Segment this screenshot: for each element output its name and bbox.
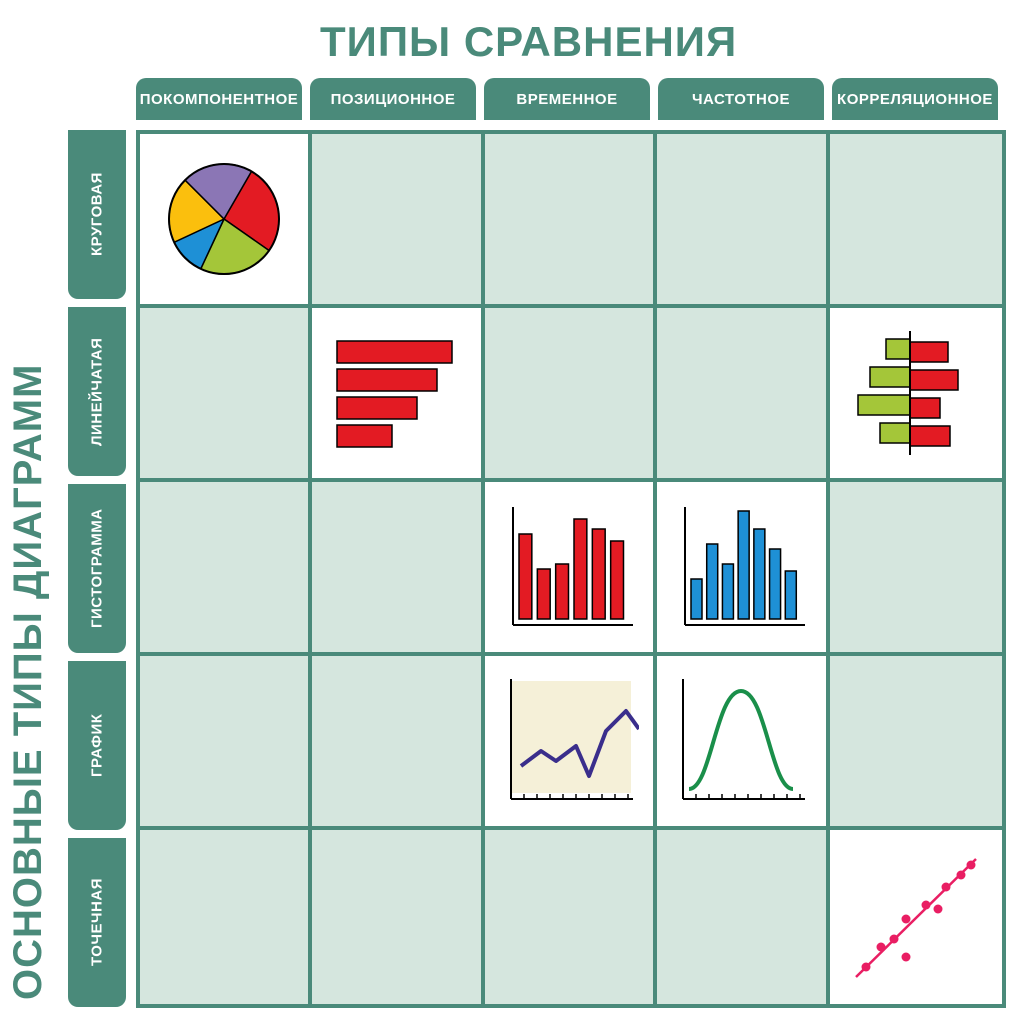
row-header-0: КРУГОВАЯ — [68, 130, 126, 299]
chart-pie-icon — [154, 149, 294, 289]
cell-1-3 — [657, 308, 829, 478]
chart-vbar_red-icon — [499, 497, 639, 637]
col-header-4: КОРРЕЛЯЦИОННОЕ — [832, 78, 998, 120]
cell-2-3 — [657, 482, 829, 652]
cell-4-2 — [485, 830, 657, 1004]
row-header-1: ЛИНЕЙЧАТАЯ — [68, 307, 126, 476]
col-header-0: ПОКОМПОНЕНТНОЕ — [136, 78, 302, 120]
row-header-2: ГИСТОГРАММА — [68, 484, 126, 653]
cell-0-1 — [312, 134, 484, 304]
chart-hbar-icon — [327, 323, 467, 463]
col-header-3: ЧАСТОТНОЕ — [658, 78, 824, 120]
column-headers: ПОКОМПОНЕНТНОЕ ПОЗИЦИОННОЕ ВРЕМЕННОЕ ЧАС… — [136, 78, 998, 120]
cell-4-1 — [312, 830, 484, 1004]
chart-vbar_blue-icon — [671, 497, 811, 637]
cell-3-1 — [312, 656, 484, 826]
side-title: ОСНОВНЫЕ ТИПЫ ДИАГРАММ — [6, 364, 51, 1000]
cell-2-4 — [830, 482, 1002, 652]
row-header-4: ТОЧЕЧНАЯ — [68, 838, 126, 1007]
cell-2-2 — [485, 482, 657, 652]
cell-1-0 — [140, 308, 312, 478]
row-headers: КРУГОВАЯ ЛИНЕЙЧАТАЯ ГИСТОГРАММА ГРАФИК Т… — [68, 130, 126, 1007]
chart-diverge-icon — [846, 323, 986, 463]
cell-0-4 — [830, 134, 1002, 304]
row-header-3: ГРАФИК — [68, 661, 126, 830]
cell-2-0 — [140, 482, 312, 652]
cell-4-0 — [140, 830, 312, 1004]
col-header-1: ПОЗИЦИОННОЕ — [310, 78, 476, 120]
cell-0-0 — [140, 134, 312, 304]
chart-scatter-icon — [846, 847, 986, 987]
cell-3-3 — [657, 656, 829, 826]
cell-3-0 — [140, 656, 312, 826]
cell-0-2 — [485, 134, 657, 304]
comparison-grid — [136, 130, 1006, 1008]
chart-line-icon — [499, 671, 639, 811]
chart-bell-icon — [671, 671, 811, 811]
cell-3-4 — [830, 656, 1002, 826]
cell-4-4 — [830, 830, 1002, 1004]
top-title: ТИПЫ СРАВНЕНИЯ — [320, 18, 737, 66]
cell-1-1 — [312, 308, 484, 478]
cell-1-4 — [830, 308, 1002, 478]
cell-1-2 — [485, 308, 657, 478]
cell-2-1 — [312, 482, 484, 652]
cell-4-3 — [657, 830, 829, 1004]
cell-0-3 — [657, 134, 829, 304]
col-header-2: ВРЕМЕННОЕ — [484, 78, 650, 120]
cell-3-2 — [485, 656, 657, 826]
